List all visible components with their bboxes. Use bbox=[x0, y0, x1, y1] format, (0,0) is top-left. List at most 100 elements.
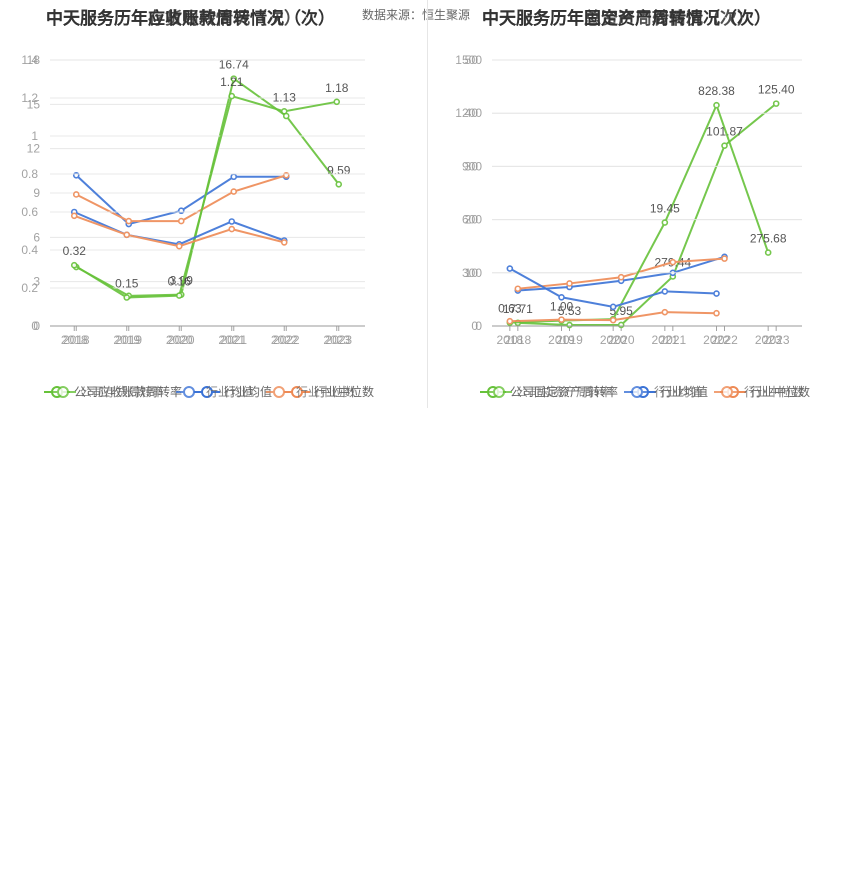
data-point[interactable] bbox=[772, 100, 780, 107]
left-chart-plot: 0 3 6 9 12 15 18 2018 2019 2020 2021 2022 2023 3.99 16… bbox=[21, 53, 365, 347]
data-point[interactable] bbox=[558, 316, 565, 323]
data-point[interactable] bbox=[609, 303, 617, 311]
data-point[interactable] bbox=[228, 225, 236, 233]
y-tick-label: 50 bbox=[465, 53, 479, 67]
panel-divider bbox=[427, 0, 428, 408]
data-point[interactable] bbox=[335, 180, 343, 188]
data-point[interactable] bbox=[175, 242, 183, 250]
y-tick-label: 0 bbox=[471, 319, 478, 333]
data-point[interactable] bbox=[617, 321, 625, 329]
y-tick-label: 18 bbox=[27, 53, 41, 67]
y-tick-label: 10 bbox=[465, 266, 479, 280]
data-point[interactable] bbox=[70, 212, 78, 220]
data-point[interactable] bbox=[70, 261, 78, 269]
data-point[interactable] bbox=[123, 231, 131, 239]
legend-label: 公司应收账款周转率 bbox=[74, 385, 183, 399]
y-tick-label: 20 bbox=[465, 213, 479, 227]
x-tick-label: 2018 bbox=[61, 333, 88, 347]
x-tick-label: 2020 bbox=[608, 333, 635, 347]
x-tick-label: 2019 bbox=[548, 333, 575, 347]
series-1 bbox=[506, 265, 720, 311]
data-point[interactable] bbox=[333, 98, 341, 106]
y-tick-label: 900 bbox=[462, 159, 482, 173]
series-0: 0.32 0.15 0.16 1.21 1.13 1.18 bbox=[63, 75, 349, 301]
data-point[interactable] bbox=[230, 188, 238, 195]
data-point[interactable] bbox=[721, 142, 728, 149]
data-point[interactable] bbox=[764, 249, 772, 256]
data-point[interactable] bbox=[230, 173, 238, 181]
legend-item[interactable]: 行业中位数 bbox=[266, 383, 356, 400]
data-point[interactable] bbox=[514, 285, 522, 293]
data-point[interactable] bbox=[123, 294, 131, 301]
legend-label: 行业均值 bbox=[224, 385, 273, 399]
legend-swatch-icon bbox=[50, 385, 76, 398]
legend-item[interactable]: 公司总资产周转率 bbox=[486, 383, 612, 400]
data-point[interactable] bbox=[669, 258, 677, 266]
series-line bbox=[509, 102, 770, 324]
legend-swatch-icon bbox=[194, 385, 221, 398]
legend-item[interactable]: 行业均值 bbox=[194, 383, 272, 400]
x-tick-label: 2018 bbox=[504, 333, 531, 347]
y-tick-label: 0 bbox=[475, 319, 482, 333]
data-point[interactable] bbox=[280, 108, 288, 115]
legend-item[interactable]: 行业均值 bbox=[624, 383, 702, 400]
data-point[interactable] bbox=[721, 255, 728, 262]
series-line bbox=[517, 102, 777, 327]
data-label: 3.99 bbox=[170, 274, 194, 288]
y-tick-label: 1200 bbox=[455, 106, 482, 120]
data-point[interactable] bbox=[713, 290, 720, 297]
data-label: 1.18 bbox=[325, 81, 349, 95]
y-tick-label: 0.8 bbox=[21, 167, 38, 181]
data-source-label: 数据来源：恒生聚源 bbox=[362, 8, 471, 22]
data-point[interactable] bbox=[175, 292, 183, 299]
data-point[interactable] bbox=[713, 101, 720, 109]
data-point[interactable] bbox=[609, 316, 617, 324]
data-point[interactable] bbox=[506, 265, 514, 272]
legend-label: 行业中位数 bbox=[744, 385, 805, 399]
data-point[interactable] bbox=[506, 317, 514, 325]
data-point[interactable] bbox=[228, 92, 236, 100]
legend-swatch-icon bbox=[266, 385, 293, 398]
left-legend[interactable]: 公司应收账款周转率 行业均值 行业中位数 公司存货周转率 行业均值 行业中位数 bbox=[44, 383, 374, 400]
y-tick-label: 600 bbox=[462, 213, 482, 227]
right-legend[interactable]: 公司固定资产周转率 行业均值 行业中位数 公司总资产周转率 行业均值 行业中位数 bbox=[480, 383, 810, 400]
data-point[interactable] bbox=[72, 191, 80, 198]
data-point[interactable] bbox=[280, 239, 288, 246]
data-point[interactable] bbox=[558, 293, 565, 301]
x-tick-label: 2019 bbox=[556, 333, 583, 347]
data-point[interactable] bbox=[177, 217, 185, 225]
legend-item[interactable]: 行业中位数 bbox=[714, 383, 804, 400]
data-point[interactable] bbox=[228, 218, 236, 225]
series-2 bbox=[70, 212, 288, 250]
data-label: 275.68 bbox=[750, 232, 787, 246]
x-tick-label: 2021 bbox=[651, 333, 678, 347]
data-point[interactable] bbox=[661, 308, 669, 316]
data-point[interactable] bbox=[661, 219, 669, 226]
x-tick-label: 2018 bbox=[63, 333, 90, 347]
data-point[interactable] bbox=[566, 280, 573, 287]
x-tick-label: 2022 bbox=[273, 333, 300, 347]
data-point[interactable] bbox=[713, 309, 720, 317]
data-point[interactable] bbox=[566, 321, 573, 329]
x-tick-label: 2019 bbox=[113, 333, 140, 347]
legend-item[interactable]: 公司存货周转率 bbox=[50, 383, 164, 400]
data-point[interactable] bbox=[230, 75, 238, 82]
data-label: 1.21 bbox=[220, 75, 244, 89]
data-point[interactable] bbox=[661, 288, 669, 295]
legend-item[interactable]: 行业均值 bbox=[176, 383, 254, 400]
legend-label: 公司固定资产周转率 bbox=[510, 385, 619, 399]
data-label: 0.63 bbox=[498, 302, 522, 316]
legend-label: 行业中位数 bbox=[296, 385, 357, 399]
data-point[interactable] bbox=[125, 217, 133, 225]
data-point[interactable] bbox=[617, 273, 625, 281]
chart-1: 0 0.2 0.4 0.6 0.8 1 1.2 1.4 2018 2019 2020 2021 2022… bbox=[21, 53, 365, 347]
data-label: 17.71 bbox=[503, 302, 533, 316]
x-tick-label: 2023 bbox=[763, 333, 790, 347]
chart-title-receivables: 中天服务历年应收账款周转情况（次） bbox=[46, 9, 335, 28]
series-1 bbox=[70, 208, 288, 248]
data-label: 9.59 bbox=[327, 163, 351, 177]
y-tick-label: 300 bbox=[462, 266, 482, 280]
chart-title-fixed-assets: 中天服务历年固定资产周转情况（次） bbox=[482, 9, 771, 28]
legend-item[interactable]: 行业中位数 bbox=[284, 383, 374, 400]
